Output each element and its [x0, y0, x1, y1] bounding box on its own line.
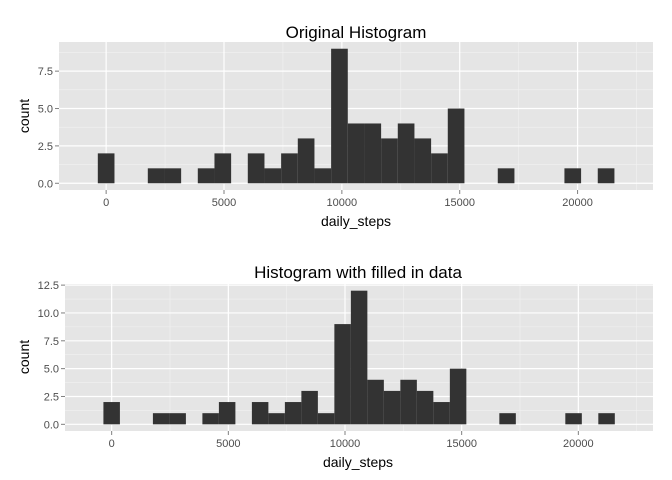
histogram-bar — [433, 402, 450, 425]
y-tick-label: 7.5 — [44, 336, 59, 348]
axis-ticks: 0 5000 10000 15000 20000 0.0 2.5 5.0 7.5 — [38, 66, 593, 209]
histogram-bar — [449, 368, 467, 425]
histogram-bar — [565, 413, 582, 425]
y-tick-label: 5.0 — [38, 104, 53, 116]
histogram-bar — [400, 379, 417, 425]
histogram-bar — [597, 168, 615, 184]
y-tick-label: 2.5 — [44, 391, 59, 403]
histogram-bar — [264, 168, 282, 184]
histogram-bar — [334, 324, 351, 425]
histogram-bar — [414, 138, 432, 184]
x-tick-label: 10000 — [327, 197, 358, 209]
x-tick-label: 0 — [103, 197, 109, 209]
histogram-bar — [381, 138, 398, 184]
histogram-bar — [383, 390, 401, 425]
histogram-bar — [497, 168, 515, 184]
y-tick-label: 10.0 — [38, 308, 59, 320]
histogram-bar — [598, 413, 615, 425]
histogram-bar — [499, 413, 516, 425]
histogram-bar — [431, 153, 448, 184]
y-axis-title: count — [16, 340, 32, 374]
x-axis-title: daily_steps — [323, 454, 393, 470]
histogram-bar — [164, 168, 182, 184]
y-tick-label: 12.5 — [38, 280, 59, 292]
y-tick-label: 0.0 — [44, 419, 59, 431]
histogram-bar — [152, 413, 170, 425]
histogram-bar — [281, 153, 298, 184]
x-tick-label: 0 — [109, 438, 115, 450]
histogram-bar — [103, 402, 120, 425]
histogram-bar — [350, 290, 368, 425]
histogram-bar — [147, 168, 165, 184]
x-tick-label: 20000 — [562, 197, 593, 209]
chart-title: Original Histogram — [286, 23, 427, 42]
histogram-bar — [169, 413, 186, 425]
histogram-bar — [416, 390, 434, 425]
y-tick-label: 0.0 — [38, 178, 53, 190]
histogram-bar — [251, 402, 269, 425]
y-tick-label: 2.5 — [38, 141, 53, 153]
x-tick-label: 5000 — [216, 438, 240, 450]
x-tick-label: 15000 — [446, 438, 477, 450]
histogram-bar — [367, 379, 384, 425]
histogram-bar — [202, 413, 219, 425]
y-tick-label: 5.0 — [44, 364, 59, 376]
bars — [103, 290, 615, 425]
histogram-bar — [301, 390, 318, 425]
y-axis-title: count — [16, 99, 32, 133]
histogram-bar — [214, 153, 232, 184]
y-tick-label: 7.5 — [38, 66, 53, 78]
histogram-bar — [397, 123, 415, 184]
x-axis-title: daily_steps — [321, 213, 391, 229]
histogram-bar — [331, 48, 348, 184]
histogram-bar — [97, 153, 115, 184]
x-tick-label: 15000 — [444, 197, 475, 209]
histogram-bar — [268, 413, 285, 425]
histogram-bar — [247, 153, 265, 184]
histogram-bar — [364, 123, 382, 184]
histogram-bar — [447, 108, 465, 184]
histogram-bar — [297, 138, 315, 184]
original-histogram-chart: Original Histogram 0 5000 10000 15000 200000… — [16, 23, 653, 229]
histogram-bar — [314, 168, 332, 184]
x-tick-label: 10000 — [330, 438, 361, 450]
x-tick-label: 20000 — [563, 438, 594, 450]
axis-ticks: 0 5000 10000 15000 20000 0.0 2.5 5.0 7.5 10.0 12.5 — [38, 280, 594, 450]
histogram-bar — [197, 168, 215, 184]
histogram-bar — [284, 402, 302, 425]
histogram-bar — [347, 123, 365, 184]
histogram-bar — [218, 402, 236, 425]
histogram-bar — [317, 413, 335, 425]
x-tick-label: 5000 — [212, 197, 236, 209]
filled-histogram-chart: Histogram with filled in data 0 5000 10000… — [16, 263, 653, 470]
histogram-bar — [564, 168, 582, 184]
bars — [97, 48, 615, 184]
chart-title: Histogram with filled in data — [254, 263, 462, 282]
